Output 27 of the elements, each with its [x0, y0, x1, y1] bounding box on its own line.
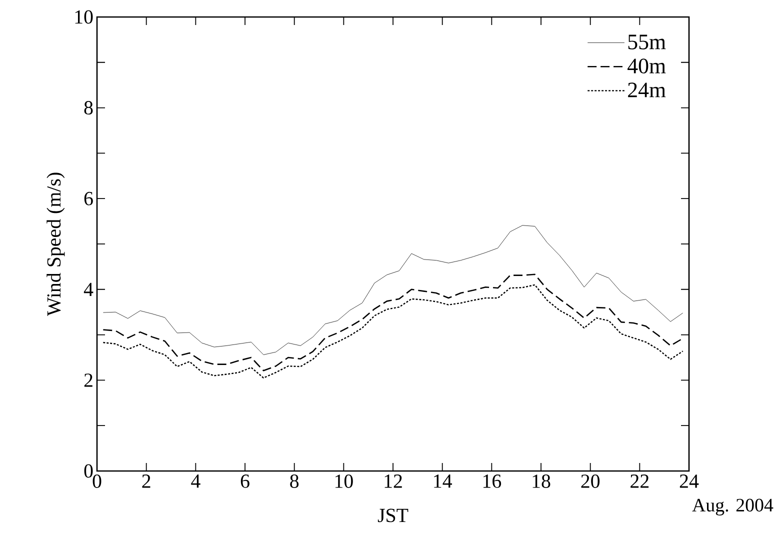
x-axis-title: JST [378, 508, 408, 522]
y-tick-label: 6 [84, 192, 93, 206]
legend-label: 40m [628, 58, 666, 74]
x-tick-label: 8 [290, 474, 299, 488]
x-tick-label: 6 [240, 474, 250, 488]
x-tick-label: 10 [335, 474, 353, 488]
y-tick-label: 0 [84, 464, 93, 478]
y-axis-title: Wind Speed (m/s) [46, 172, 65, 316]
x-tick-label: 22 [630, 474, 649, 488]
x-tick-label: 24 [680, 474, 699, 488]
y-tick-label: 10 [75, 10, 93, 24]
text: Aug. 2004 [692, 498, 774, 516]
x-tick-label: 18 [532, 474, 550, 488]
line-series [102, 284, 684, 379]
legend-label: 24m [628, 82, 666, 98]
y-tick-label: 4 [84, 282, 94, 296]
x-tick-label: 12 [384, 474, 402, 488]
y-tick-label: 8 [84, 101, 93, 114]
x-tick-label: 2 [142, 474, 150, 488]
x-tick-label: 0 [92, 474, 102, 488]
x-tick-label: 14 [434, 474, 452, 488]
x-tick-label: 16 [483, 474, 502, 488]
y-tick-label: 2 [84, 374, 92, 387]
legend-label: 55m [628, 34, 666, 50]
x-tick-label: 20 [581, 474, 600, 488]
line-series [102, 274, 684, 372]
x-tick-label: 4 [191, 474, 200, 488]
